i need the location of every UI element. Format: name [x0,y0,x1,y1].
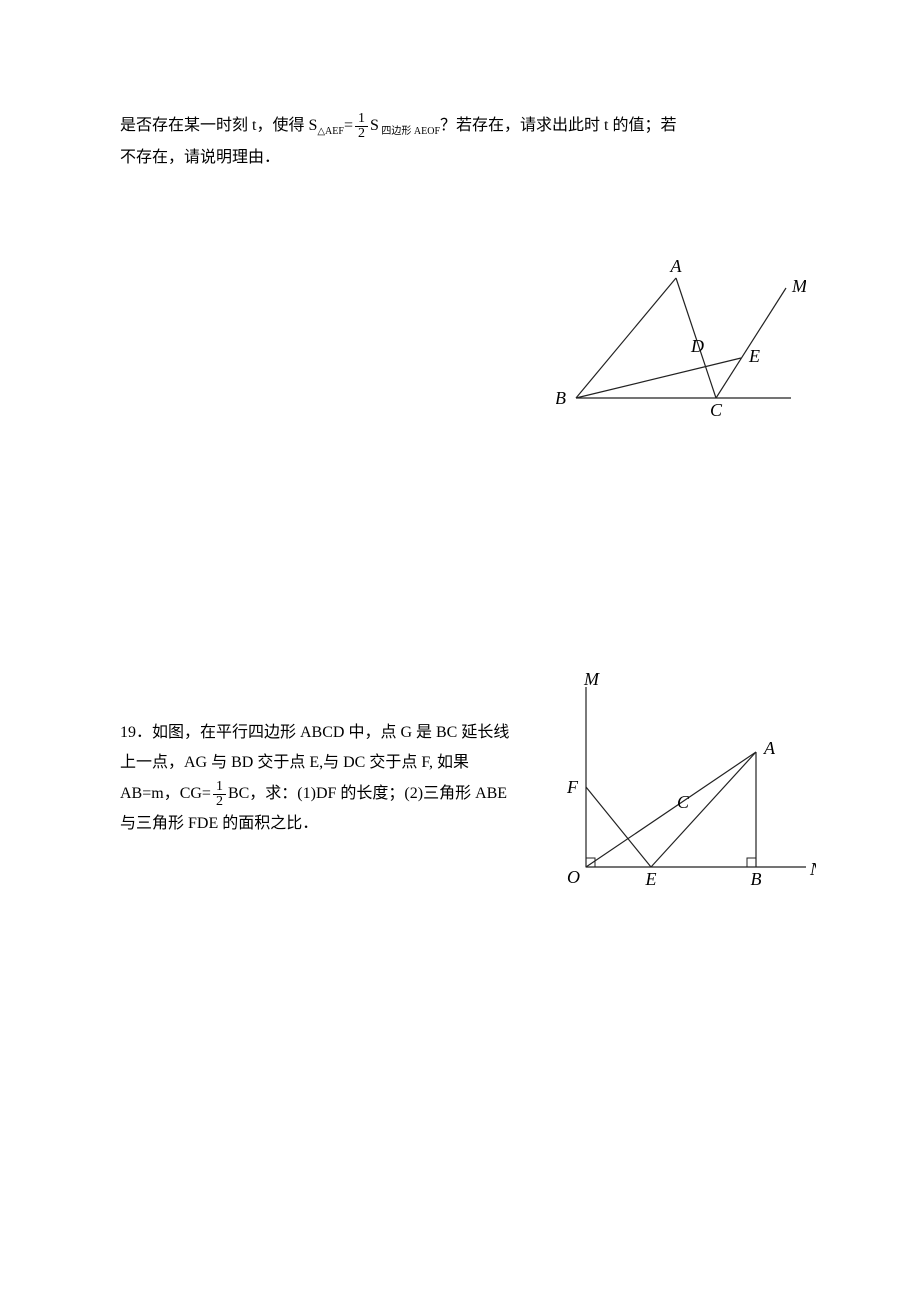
svg-text:E: E [748,346,760,366]
q19-line3-pre: AB=m，CG= [120,785,211,802]
q19-line4: 与三角形 FDE 的面积之比． [120,815,318,832]
q19-frac-den: 2 [213,795,226,809]
figure-1: A B C D E M [556,258,806,443]
figure-2-svg: M F O E B N A C [556,667,816,897]
figure-2: M F O E B N A C [556,667,816,902]
q18-S2: S [370,117,379,134]
svg-text:C: C [677,792,690,812]
svg-text:B: B [751,869,762,889]
q19-frac-num: 1 [213,780,226,795]
q18-sub2: 四边形 AEOF [379,126,440,137]
q19-frac: 12 [213,780,226,809]
q19-block: 19．如图，在平行四边形 ABCD 中，点 G 是 BC 延长线 上一点，AG … [120,718,540,840]
svg-text:B: B [556,388,566,408]
q18-eq: = [344,117,353,134]
q18-frac-num: 1 [355,112,368,127]
q18-sub1: △AEF [317,126,344,137]
svg-text:A: A [670,258,683,276]
figure-1-svg: A B C D E M [556,258,806,438]
svg-text:E: E [645,869,657,889]
q18-frac: 12 [355,112,368,141]
svg-text:D: D [690,336,704,356]
svg-text:C: C [710,400,723,420]
svg-text:A: A [763,738,776,758]
q18-frac-den: 2 [355,127,368,141]
q18-line2: 不存在，请说明理由． [120,149,280,166]
q18-post2: ？若存在，请求出此时 t 的值；若 [440,117,676,134]
q19-line1: 19．如图，在平行四边形 ABCD 中，点 G 是 BC 延长线 [120,724,509,741]
q18-text-pre: 是否存在某一时刻 t，使得 S [120,117,317,134]
q19-line3-post: BC，求：(1)DF 的长度；(2)三角形 ABE [228,785,507,802]
svg-text:O: O [567,867,580,887]
q18-paragraph: 是否存在某一时刻 t，使得 S△AEF=12S 四边形 AEOF？若存在，请求出… [120,110,800,174]
svg-text:N: N [809,859,816,879]
svg-text:M: M [583,669,600,689]
svg-text:M: M [791,276,806,296]
q19-line2: 上一点，AG 与 BD 交于点 E,与 DC 交于点 F, 如果 [120,754,469,771]
svg-text:F: F [566,777,579,797]
q19-paragraph: 19．如图，在平行四边形 ABCD 中，点 G 是 BC 延长线 上一点，AG … [120,718,540,840]
